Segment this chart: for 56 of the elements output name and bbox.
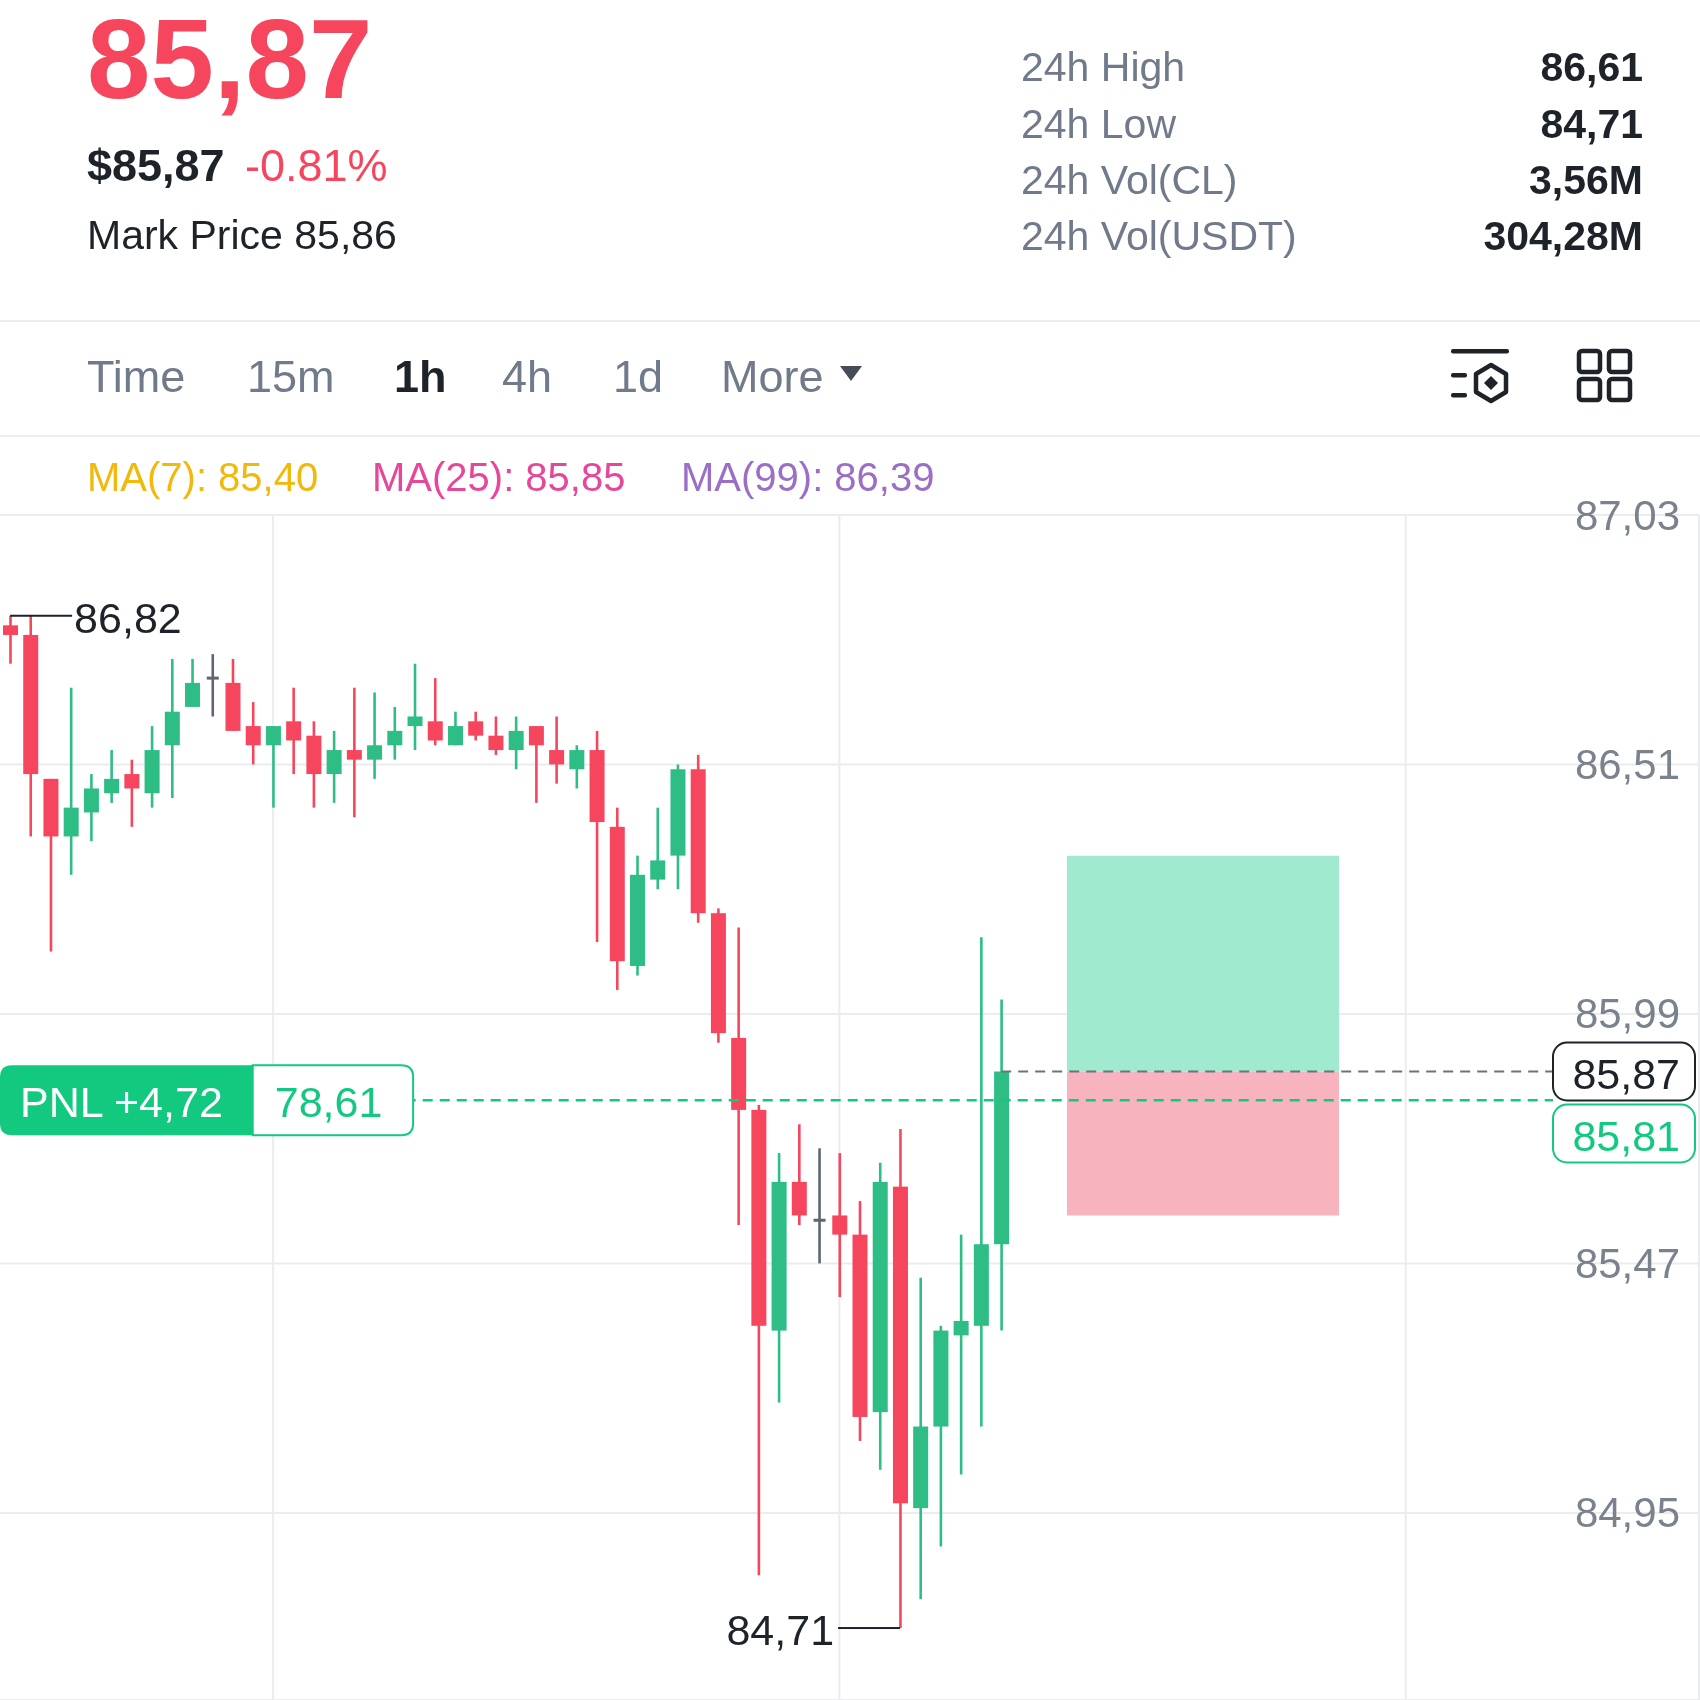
candlestick: [407, 662, 423, 752]
text: 24h High: [1021, 44, 1186, 90]
text: -0.81%: [245, 140, 388, 191]
candlestick: [286, 686, 302, 776]
candlestick: [488, 715, 504, 757]
text: Time: [87, 351, 186, 402]
text: 24h Vol(USDT): [1021, 213, 1297, 259]
text: Mark Price 85,86: [87, 212, 397, 258]
candlestick: [326, 729, 342, 805]
candlestick: [83, 772, 99, 843]
candlestick: [447, 710, 463, 747]
candlestick: [528, 724, 544, 805]
text: More: [721, 351, 824, 402]
candlestick: [427, 676, 443, 747]
text: 84,71: [1540, 101, 1643, 147]
chart-title: 85,87: [87, 0, 373, 122]
text: $85,87: [87, 140, 225, 191]
candlestick: [124, 758, 140, 829]
candlestick: [650, 806, 666, 891]
text: 15m: [247, 351, 335, 402]
y-tick-label: 85,47: [1574, 1239, 1680, 1287]
candlestick: [832, 1151, 848, 1299]
candlestick: [185, 657, 201, 709]
candlestick: [387, 705, 403, 761]
candlestick: [549, 715, 565, 785]
candlestick: [245, 700, 261, 766]
annotation: 85,81: [1572, 1111, 1680, 1160]
ref-line-label: PNL +4,72: [20, 1078, 223, 1127]
annotation: 78,61: [274, 1078, 383, 1127]
text: MA(7): 85,40: [87, 455, 319, 499]
candlestick: [508, 715, 524, 771]
text: 3,56M: [1529, 157, 1643, 203]
candlestick: [569, 743, 585, 790]
y-tick-label: 84,95: [1574, 1489, 1680, 1537]
candlestick: [953, 1233, 969, 1476]
candlestick: [468, 710, 484, 742]
text: 1h: [394, 351, 447, 402]
candlestick: [265, 724, 281, 809]
text: 24h Vol(CL): [1021, 157, 1238, 203]
candlestick: [104, 748, 120, 805]
annotation: 86,82: [74, 593, 182, 642]
annotation: 84,71: [726, 1606, 835, 1655]
candlestick: [3, 614, 18, 666]
text: 1d: [613, 351, 664, 402]
y-tick-label: 87,03: [1574, 491, 1680, 539]
candlestick: [346, 686, 362, 819]
text: 304,28M: [1483, 213, 1643, 259]
text: MA(25): 85,85: [372, 455, 626, 499]
text: 86,61: [1540, 44, 1643, 90]
text: 4h: [502, 351, 553, 402]
candlestick: [367, 691, 383, 781]
y-tick-label: 86,51: [1574, 740, 1680, 788]
y-tick-label: 85,99: [1574, 990, 1680, 1038]
text: MA(99): 86,39: [681, 455, 935, 499]
ref-line-label: 85,87: [1572, 1049, 1680, 1098]
text: 24h Low: [1021, 101, 1177, 147]
